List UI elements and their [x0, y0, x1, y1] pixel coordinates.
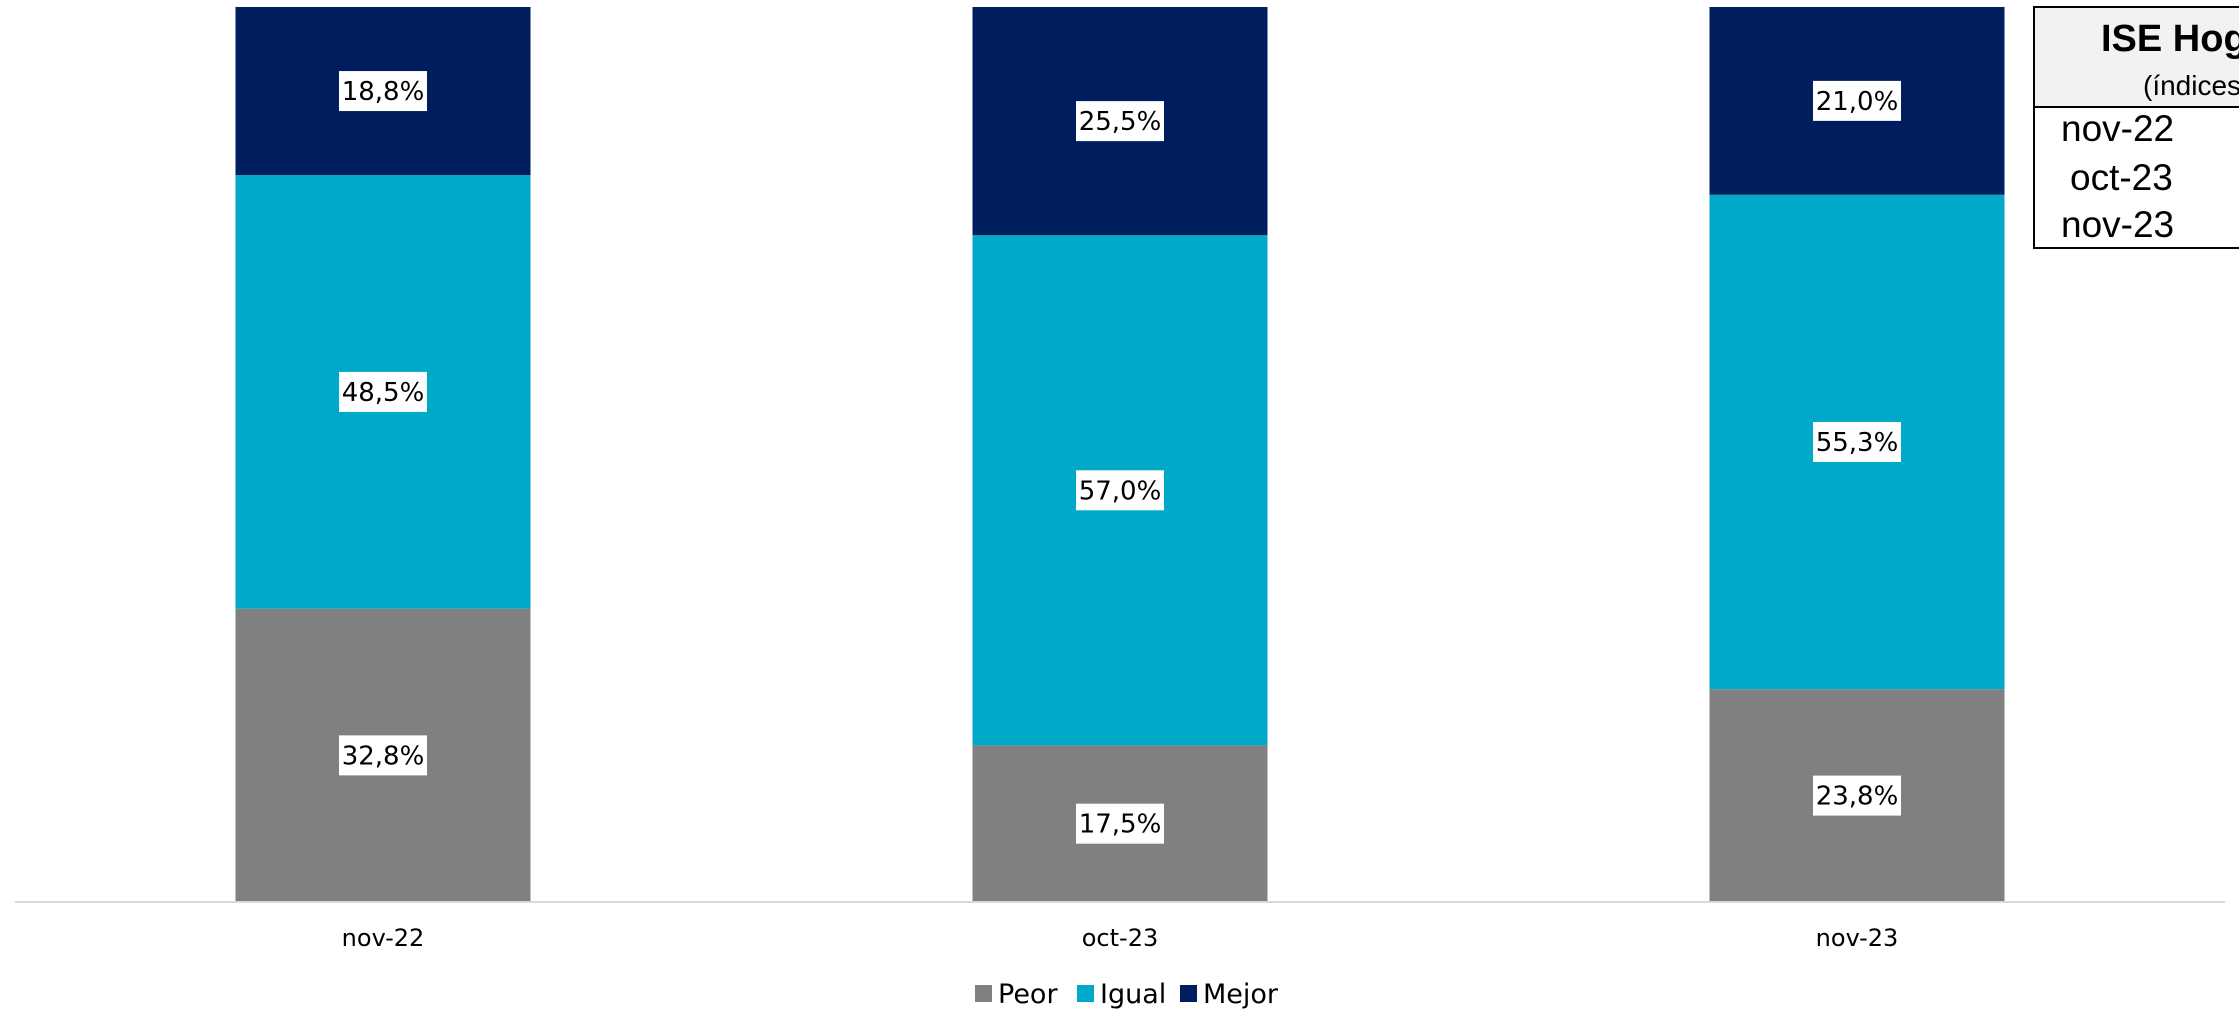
data-label: 55,3% [1816, 428, 1899, 458]
bars-layer [235, 7, 2005, 902]
data-label: 25,5% [1079, 107, 1162, 137]
data-label-box [1813, 775, 1901, 816]
legend-swatch-igual [1077, 985, 1094, 1002]
x-tick-label: nov-23 [1816, 924, 1899, 952]
legend-swatch-peor [975, 985, 992, 1002]
table-subtitle: (índices) [2143, 70, 2239, 101]
data-label-box [339, 71, 427, 112]
table-header: ISE Hog (índices) [2035, 8, 2239, 108]
legend-label-igual: Igual [1100, 979, 1166, 1010]
data-labels-layer: 32,8% 48,5% 18,8% 17,5% 57,0% 25,5% 23,8% 55,3%… [339, 71, 1901, 844]
data-label-box [1076, 470, 1164, 511]
legend-label-peor: Peor [998, 979, 1058, 1010]
table-title: ISE Hog [2101, 18, 2239, 60]
data-label: 23,8% [1816, 782, 1899, 812]
legend-label-mejor: Mejor [1203, 979, 1279, 1010]
ise-hogares-table: ISE Hog (índices) nov-22 oct-23 nov-23 [2033, 6, 2239, 249]
data-label: 17,5% [1079, 810, 1162, 840]
data-label-box [1076, 803, 1164, 844]
data-label: 21,0% [1816, 87, 1899, 117]
data-label-box [339, 371, 427, 412]
data-label-box [1813, 421, 1901, 462]
x-axis-ticks: nov-22 oct-23 nov-23 [342, 924, 1899, 952]
data-label-box [1076, 101, 1164, 142]
x-tick-label: nov-22 [342, 924, 425, 952]
legend-swatch-mejor [1180, 985, 1197, 1002]
data-label-box [339, 735, 427, 776]
legend: Peor Igual Mejor [975, 979, 1279, 1010]
x-tick-label: oct-23 [1082, 924, 1159, 952]
data-label: 18,8% [342, 77, 425, 107]
data-label: 48,5% [342, 378, 425, 408]
table-row-label: nov-22 [2061, 108, 2175, 149]
data-label-box [1813, 80, 1901, 121]
table-row-label: nov-23 [2061, 204, 2175, 245]
data-label: 32,8% [342, 741, 425, 771]
data-label: 57,0% [1079, 476, 1162, 506]
table-row-label: oct-23 [2070, 157, 2173, 198]
